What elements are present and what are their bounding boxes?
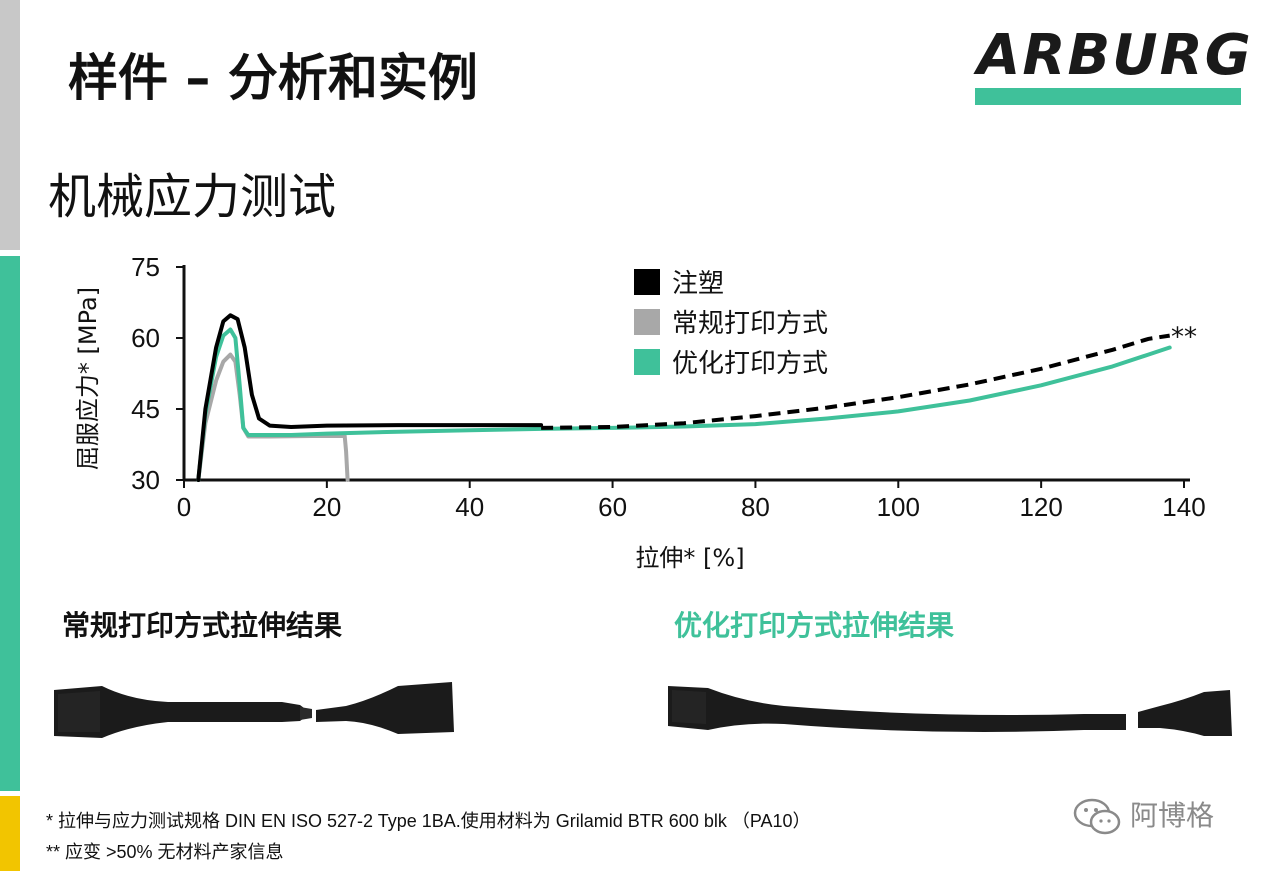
x-tick-label: 120 — [1019, 492, 1062, 522]
legend-swatch — [634, 309, 660, 335]
slide-title: 样件 – 分析和实例 — [68, 49, 478, 107]
x-tick-label: 20 — [312, 492, 341, 522]
optimized-specimen-image — [668, 686, 1232, 736]
sidebar-accent-grey — [0, 0, 20, 250]
logo-underline-bar — [975, 88, 1241, 105]
section-title: 机械应力测试 — [48, 169, 337, 225]
wechat-icon — [1073, 798, 1121, 835]
x-tick-label: 140 — [1162, 492, 1205, 522]
sidebar-accent-green — [0, 256, 20, 791]
brand-name: 阿博格 — [1130, 799, 1215, 832]
x-tick-label: 80 — [741, 492, 770, 522]
series-line-conventional — [196, 352, 350, 482]
series-line-injection — [196, 313, 544, 482]
chart-series-layer: ** — [196, 313, 1197, 482]
conventional-result-title: 常规打印方式拉伸结果 — [62, 609, 343, 642]
legend-swatch — [634, 269, 660, 295]
legend-label: 注塑 — [672, 269, 724, 299]
x-axis-label: 拉伸* [%] — [635, 544, 744, 572]
y-tick-label: 30 — [131, 465, 160, 495]
y-axis-label: 屈服应力* [MPa] — [74, 287, 102, 470]
y-tick-label: 75 — [131, 252, 160, 282]
y-tick-label: 60 — [131, 323, 160, 353]
conventional-specimen-image — [54, 682, 454, 738]
chart-annotation: ** — [1171, 323, 1197, 353]
y-tick-label: 45 — [131, 394, 160, 424]
x-tick-label: 0 — [177, 492, 191, 522]
x-tick-label: 100 — [877, 492, 920, 522]
x-tick-label: 60 — [598, 492, 627, 522]
legend-swatch — [634, 349, 660, 375]
footnote-strain-note: ** 应变 >50% 无材料产家信息 — [46, 842, 284, 862]
legend-label: 优化打印方式 — [672, 349, 828, 379]
sidebar-accent-yellow — [0, 796, 20, 871]
stress-strain-chart: 0 20 40 60 80 100 120 140 30 45 60 75 拉伸* [%] 屈服应力* [… — [74, 252, 1206, 572]
optimized-result-title: 优化打印方式拉伸结果 — [674, 609, 955, 642]
series-line-injection-extrapolated — [541, 333, 1171, 430]
series-line-optimized — [196, 327, 1172, 482]
footnote-test-spec: * 拉伸与应力测试规格 DIN EN ISO 527-2 Type 1BA.使用… — [46, 811, 811, 831]
logo-wordmark: ARBURG — [977, 23, 1253, 88]
x-tick-label: 40 — [455, 492, 484, 522]
chart-axes: 0 20 40 60 80 100 120 140 30 45 60 75 拉伸* [%] 屈服应力* [… — [74, 252, 1206, 572]
wechat-brand: 阿博格 — [1072, 797, 1242, 837]
legend-label: 常规打印方式 — [672, 309, 828, 339]
arburg-logo: ARBURG — [975, 23, 1253, 106]
